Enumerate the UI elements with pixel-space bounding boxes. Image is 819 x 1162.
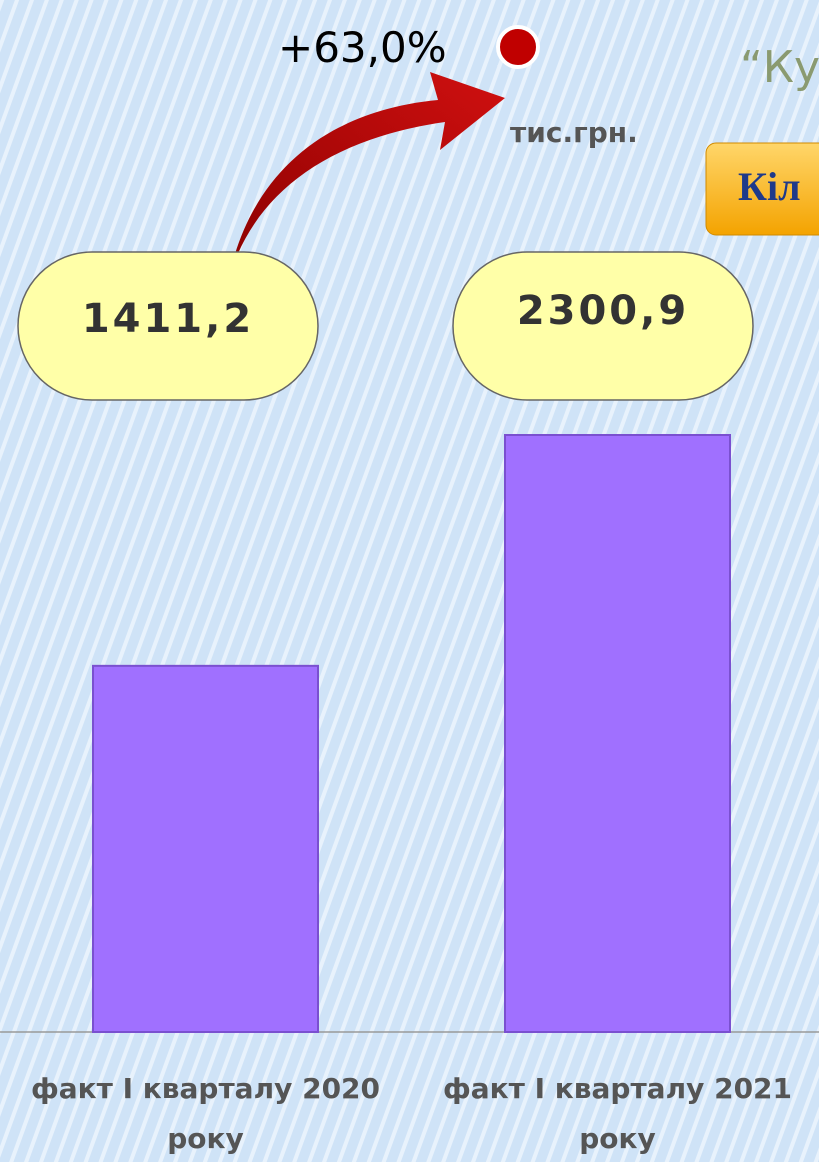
arrow bbox=[228, 72, 505, 282]
button-label: Кіл bbox=[738, 164, 801, 209]
value-pill bbox=[452, 251, 754, 401]
bar bbox=[504, 434, 731, 1033]
button bbox=[705, 142, 819, 236]
unit-label: тис.грн. bbox=[510, 116, 638, 149]
annotation: +63,0% bbox=[278, 23, 447, 72]
x-tick-label: факт I кварталу 2021 року bbox=[442, 1072, 793, 1155]
value-pill bbox=[17, 251, 319, 401]
value-label: 1411,2 bbox=[82, 296, 254, 342]
dot bbox=[496, 25, 540, 69]
value-label: 2300,9 bbox=[517, 288, 689, 334]
x-tick-label: факт I кварталу 2020 року bbox=[30, 1072, 381, 1155]
title: “Ку bbox=[740, 42, 819, 93]
bar bbox=[92, 664, 319, 1033]
